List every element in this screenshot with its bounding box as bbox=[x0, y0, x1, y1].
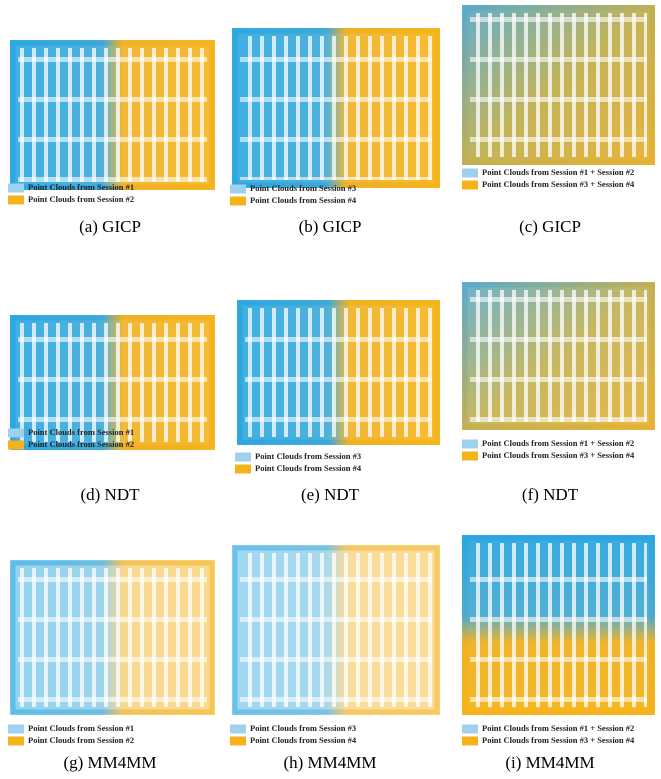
point-cloud-structure bbox=[240, 553, 432, 707]
caption: (h) MM4MM bbox=[283, 753, 376, 772]
point-cloud-structure bbox=[18, 323, 207, 442]
legend-label: Point Clouds from Session #3 + Session #… bbox=[482, 179, 635, 189]
legend-swatch bbox=[230, 185, 246, 194]
panel: Point Clouds from Session #1 Point Clouds… bbox=[8, 40, 215, 236]
caption: (c) GICP bbox=[519, 217, 581, 236]
legend-label: Point Clouds from Session #3 bbox=[250, 723, 356, 733]
legend-label: Point Clouds from Session #2 bbox=[28, 194, 134, 204]
caption: (b) GICP bbox=[299, 217, 362, 236]
legend-swatch bbox=[8, 737, 24, 746]
point-cloud-structure bbox=[470, 290, 647, 422]
point-cloud-structure bbox=[470, 543, 647, 707]
legend-swatch bbox=[462, 737, 478, 746]
caption: (g) MM4MM bbox=[63, 753, 156, 772]
legend-swatch bbox=[8, 196, 24, 205]
caption: (a) GICP bbox=[79, 217, 141, 236]
legend-label: Point Clouds from Session #1 bbox=[28, 182, 134, 192]
legend-label: Point Clouds from Session #2 bbox=[28, 439, 134, 449]
legend-label: Point Clouds from Session #3 bbox=[255, 451, 361, 461]
legend-swatch bbox=[8, 429, 24, 438]
panel: Point Clouds from Session #3 Point Clouds… bbox=[230, 28, 440, 236]
panel: Point Clouds from Session #1 + Session #… bbox=[462, 535, 655, 772]
point-cloud-structure bbox=[470, 13, 647, 157]
legend-label: Point Clouds from Session #4 bbox=[255, 463, 362, 473]
point-cloud-structure bbox=[18, 48, 207, 182]
caption: (i) MM4MM bbox=[505, 753, 594, 772]
legend-swatch bbox=[462, 725, 478, 734]
legend-label: Point Clouds from Session #4 bbox=[250, 735, 357, 745]
panel: Point Clouds from Session #3 Point Clouds… bbox=[230, 545, 440, 772]
legend-swatch bbox=[462, 181, 478, 190]
legend-label: Point Clouds from Session #1 bbox=[28, 723, 134, 733]
caption: (e) NDT bbox=[301, 485, 360, 504]
legend-swatch bbox=[8, 184, 24, 193]
legend-label: Point Clouds from Session #2 bbox=[28, 735, 134, 745]
panel: Point Clouds from Session #1 Point Clouds… bbox=[8, 560, 215, 772]
legend-swatch bbox=[462, 452, 478, 461]
legend-swatch bbox=[462, 440, 478, 449]
point-cloud-structure bbox=[240, 36, 432, 180]
legend-swatch bbox=[235, 465, 251, 474]
legend-swatch bbox=[462, 169, 478, 178]
figure: Point Clouds from Session #1 Point Clouds… bbox=[0, 0, 661, 779]
panel: Point Clouds from Session #3 Point Clouds… bbox=[235, 300, 440, 504]
legend-label: Point Clouds from Session #3 bbox=[250, 183, 356, 193]
legend-label: Point Clouds from Session #1 bbox=[28, 427, 134, 437]
legend-label: Point Clouds from Session #3 + Session #… bbox=[482, 450, 635, 460]
legend-swatch bbox=[8, 441, 24, 450]
legend-swatch bbox=[230, 725, 246, 734]
point-cloud-structure bbox=[18, 568, 207, 707]
panel: Point Clouds from Session #1 + Session #… bbox=[462, 282, 655, 504]
legend-swatch bbox=[230, 737, 246, 746]
legend-swatch bbox=[8, 725, 24, 734]
legend-label: Point Clouds from Session #1 + Session #… bbox=[482, 723, 634, 733]
legend-swatch bbox=[230, 197, 246, 206]
panel: Point Clouds from Session #1 Point Clouds… bbox=[8, 315, 215, 504]
panel: Point Clouds from Session #1 + Session #… bbox=[462, 5, 655, 236]
legend-label: Point Clouds from Session #1 + Session #… bbox=[482, 167, 634, 177]
legend-label: Point Clouds from Session #4 bbox=[250, 195, 357, 205]
legend-label: Point Clouds from Session #1 + Session #… bbox=[482, 438, 634, 448]
legend-label: Point Clouds from Session #3 + Session #… bbox=[482, 735, 635, 745]
legend-swatch bbox=[235, 453, 251, 462]
point-cloud-structure bbox=[245, 308, 432, 437]
caption: (d) NDT bbox=[80, 485, 140, 504]
caption: (f) NDT bbox=[522, 485, 579, 504]
